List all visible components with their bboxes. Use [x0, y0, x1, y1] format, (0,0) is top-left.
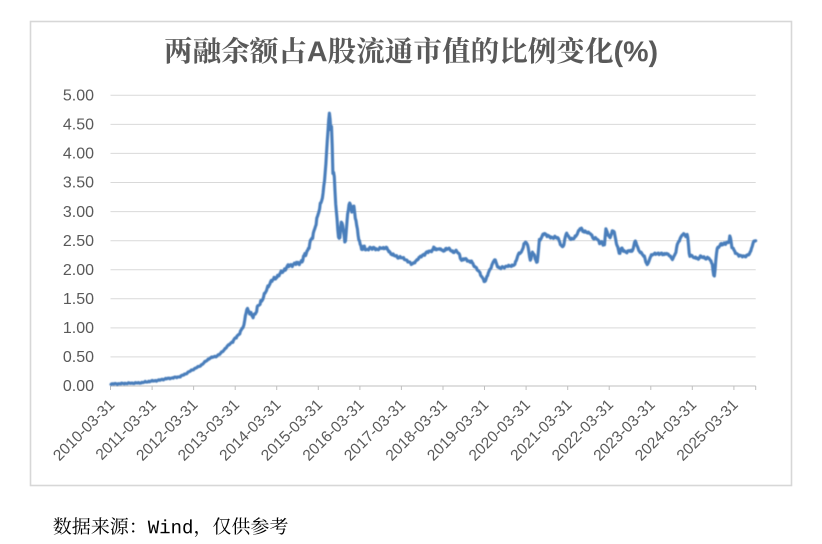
svg-text:1.00: 1.00 — [63, 320, 94, 337]
svg-text:4.50: 4.50 — [63, 117, 94, 134]
svg-text:1.50: 1.50 — [63, 291, 94, 308]
svg-text:4.00: 4.00 — [63, 146, 94, 163]
svg-text:2.00: 2.00 — [63, 262, 94, 279]
svg-text:2.50: 2.50 — [63, 233, 94, 250]
svg-text:3.50: 3.50 — [63, 175, 94, 192]
svg-text:3.00: 3.00 — [63, 204, 94, 221]
svg-text:0.00: 0.00 — [63, 378, 94, 395]
svg-text:5.00: 5.00 — [63, 88, 94, 105]
svg-text:0.50: 0.50 — [63, 349, 94, 366]
